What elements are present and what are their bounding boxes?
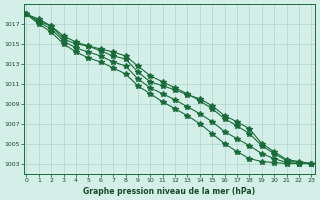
X-axis label: Graphe pression niveau de la mer (hPa): Graphe pression niveau de la mer (hPa) bbox=[84, 187, 256, 196]
